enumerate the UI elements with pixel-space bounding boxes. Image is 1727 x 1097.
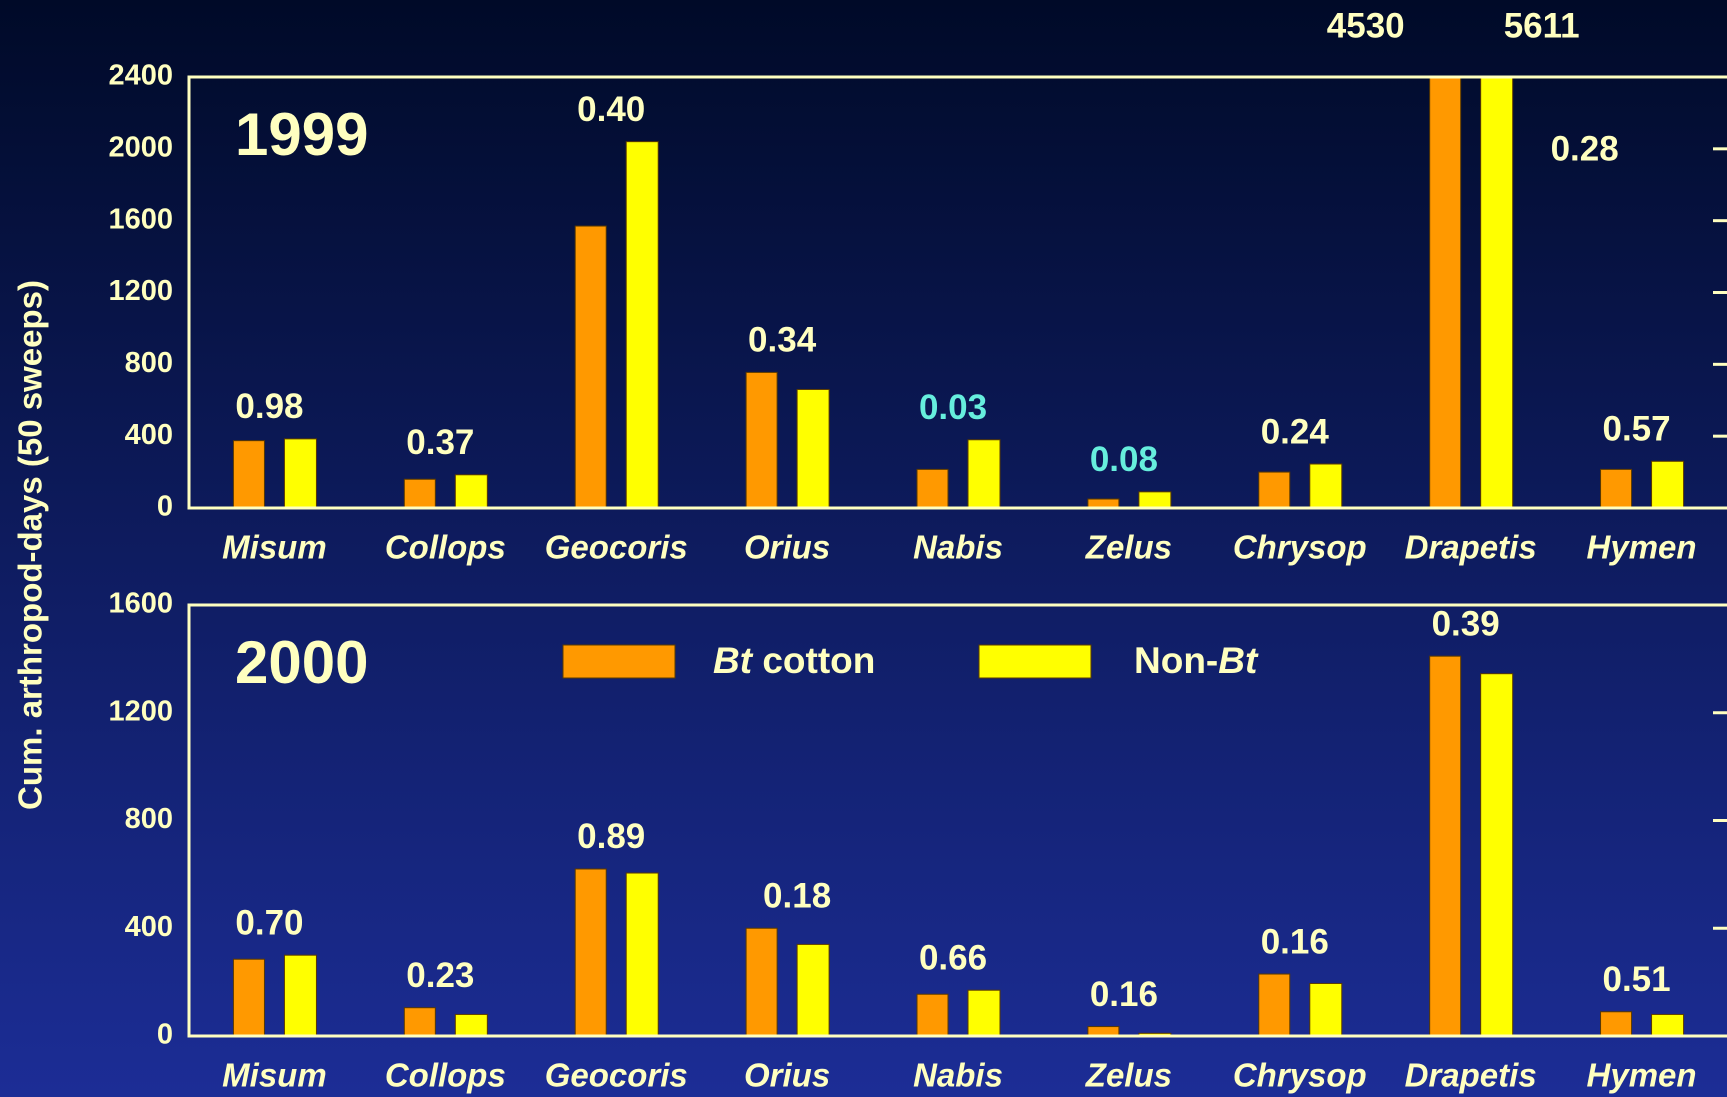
y-tick-label: 0 <box>157 1019 173 1051</box>
bar <box>1258 471 1291 508</box>
p-value: 0.03 <box>919 388 987 427</box>
x-tick-label: Collops <box>385 529 506 566</box>
y-tick-label: 400 <box>125 911 173 943</box>
panel-title: 2000 <box>235 629 368 696</box>
value-label: 5611 <box>1504 6 1580 45</box>
x-tick-label: Chrysop <box>1233 1057 1367 1094</box>
p-value: 0.16 <box>1090 975 1158 1014</box>
bar <box>1651 1013 1685 1036</box>
p-value: 0.23 <box>406 956 474 995</box>
p-value: 0.40 <box>577 90 645 129</box>
bar <box>1087 498 1120 508</box>
bars <box>232 655 1685 1036</box>
p-value: 0.51 <box>1602 960 1670 999</box>
p-value: 0.57 <box>1602 410 1670 449</box>
p-value: 0.66 <box>919 938 987 977</box>
x-tick-label: Zelus <box>1085 1057 1172 1094</box>
y-tick-label: 1200 <box>108 695 173 727</box>
x-tick-label: Hymen <box>1587 1057 1697 1094</box>
bar <box>232 958 265 1036</box>
bar <box>1600 1011 1633 1036</box>
y-tick-label: 1200 <box>108 275 173 307</box>
p-value: 0.08 <box>1090 440 1158 479</box>
x-tick-label: Drapetis <box>1405 1057 1537 1094</box>
y-tick-label: 800 <box>125 347 173 379</box>
bar <box>1429 77 1462 508</box>
panel-title: 1999 <box>235 101 368 168</box>
bar <box>625 872 659 1036</box>
legend-label: Bt cotton <box>713 640 875 681</box>
y-tick-label: 1600 <box>108 203 173 235</box>
bar <box>1480 673 1514 1036</box>
bar <box>796 388 830 508</box>
bar <box>916 993 949 1036</box>
value-label: 4530 <box>1327 6 1405 45</box>
legend-swatch <box>562 644 676 679</box>
bar <box>916 468 949 508</box>
p-value: 0.37 <box>406 423 474 462</box>
bars <box>232 77 1685 508</box>
x-tick-label: Misum <box>222 529 327 566</box>
plot-frame <box>187 75 1727 510</box>
bar <box>403 478 436 508</box>
x-tick-label: Zelus <box>1085 529 1172 566</box>
x-tick-label: Orius <box>744 529 830 566</box>
p-value: 0.34 <box>748 321 817 360</box>
bar <box>1429 655 1462 1036</box>
bar <box>1087 1026 1120 1036</box>
x-tick-label: Drapetis <box>1405 529 1537 566</box>
x-tick-label: Geocoris <box>545 1057 688 1094</box>
x-tick-label: Nabis <box>913 1057 1003 1094</box>
bar <box>232 440 265 508</box>
bar <box>574 225 607 508</box>
y-tick-label: 0 <box>157 491 173 523</box>
p-value: 0.39 <box>1432 604 1500 643</box>
bar <box>625 141 659 508</box>
x-tick-label: Nabis <box>913 529 1003 566</box>
x-tick-label: Geocoris <box>545 529 688 566</box>
p-value: 0.98 <box>235 387 303 426</box>
p-value: 0.24 <box>1261 412 1330 451</box>
bar <box>454 474 488 508</box>
x-tick-label: Chrysop <box>1233 529 1367 566</box>
y-tick-label: 800 <box>125 803 173 835</box>
bar <box>454 1013 488 1036</box>
p-value: 0.70 <box>235 903 303 942</box>
bar <box>1309 982 1343 1036</box>
bar <box>283 954 317 1036</box>
p-value: 0.18 <box>763 877 831 916</box>
p-value: 0.89 <box>577 817 645 856</box>
legend-swatch <box>978 644 1092 679</box>
bar <box>796 943 830 1036</box>
bar <box>1480 77 1514 508</box>
y-tick-label: 2000 <box>108 131 173 163</box>
bar <box>574 868 607 1036</box>
bar <box>745 371 778 508</box>
x-tick-label: Orius <box>744 1057 830 1094</box>
y-tick-label: 400 <box>125 419 173 451</box>
bar <box>1651 460 1685 508</box>
bar <box>1138 491 1172 508</box>
plot-frame <box>187 603 1727 1038</box>
x-tick-label: Misum <box>222 1057 327 1094</box>
y-axis-label: Cum. arthropod-days (50 sweeps) <box>12 280 49 810</box>
x-tick-label: Hymen <box>1587 529 1697 566</box>
bar <box>1600 468 1633 508</box>
bar <box>1258 973 1291 1036</box>
p-value: 0.16 <box>1261 922 1329 961</box>
bar <box>967 989 1001 1036</box>
x-tick-label: Collops <box>385 1057 506 1094</box>
y-tick-label: 2400 <box>108 60 173 92</box>
p-value: 0.28 <box>1551 129 1619 168</box>
legend-label: Non-Bt <box>1134 640 1259 681</box>
bar <box>283 438 317 508</box>
bar <box>403 1007 436 1036</box>
bar <box>745 927 778 1036</box>
bar <box>967 439 1001 508</box>
y-tick-label: 1600 <box>108 588 173 620</box>
bar <box>1309 463 1343 508</box>
